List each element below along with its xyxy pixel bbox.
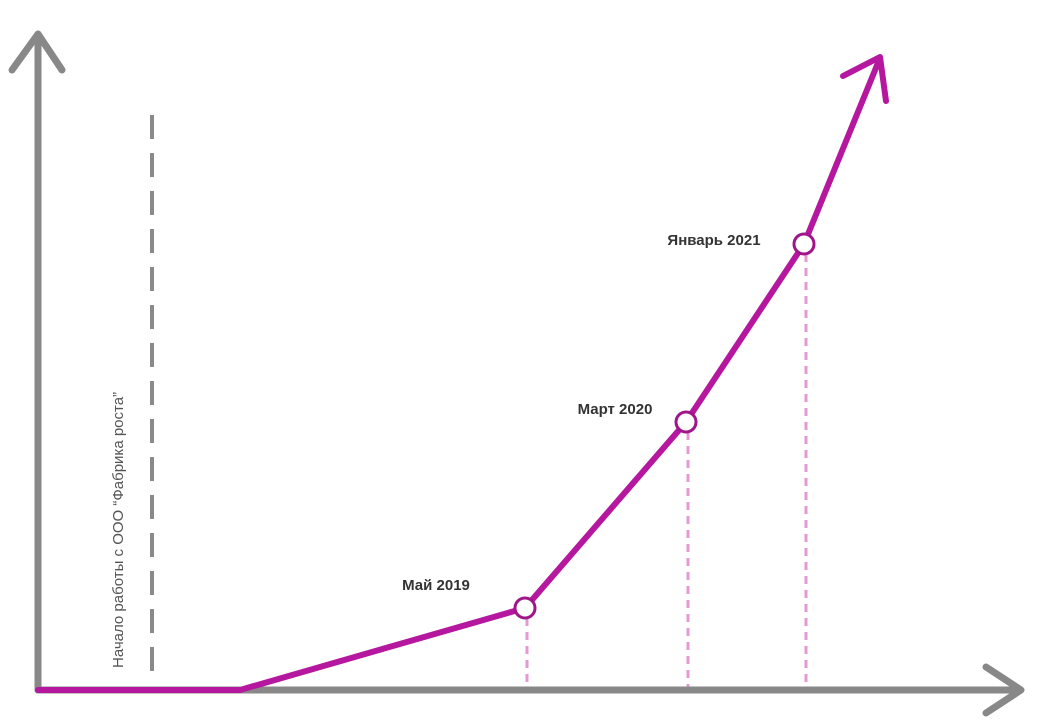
drop-lines <box>525 254 808 688</box>
milestones <box>513 232 816 620</box>
milestone-label: Январь 2021 <box>667 232 760 249</box>
milestone-label: Май 2019 <box>402 577 470 594</box>
growth-line <box>35 55 883 693</box>
growth <box>35 54 889 693</box>
milestone <box>674 410 698 434</box>
x-arrow <box>982 663 1025 717</box>
y-arrow <box>8 30 66 74</box>
milestone <box>513 596 537 620</box>
start-annotation: Начало работы с ООО “Фабрика роста” <box>110 392 127 668</box>
growth-arrow <box>840 54 889 104</box>
milestone-label: Март 2020 <box>578 401 653 418</box>
milestone <box>792 232 816 256</box>
